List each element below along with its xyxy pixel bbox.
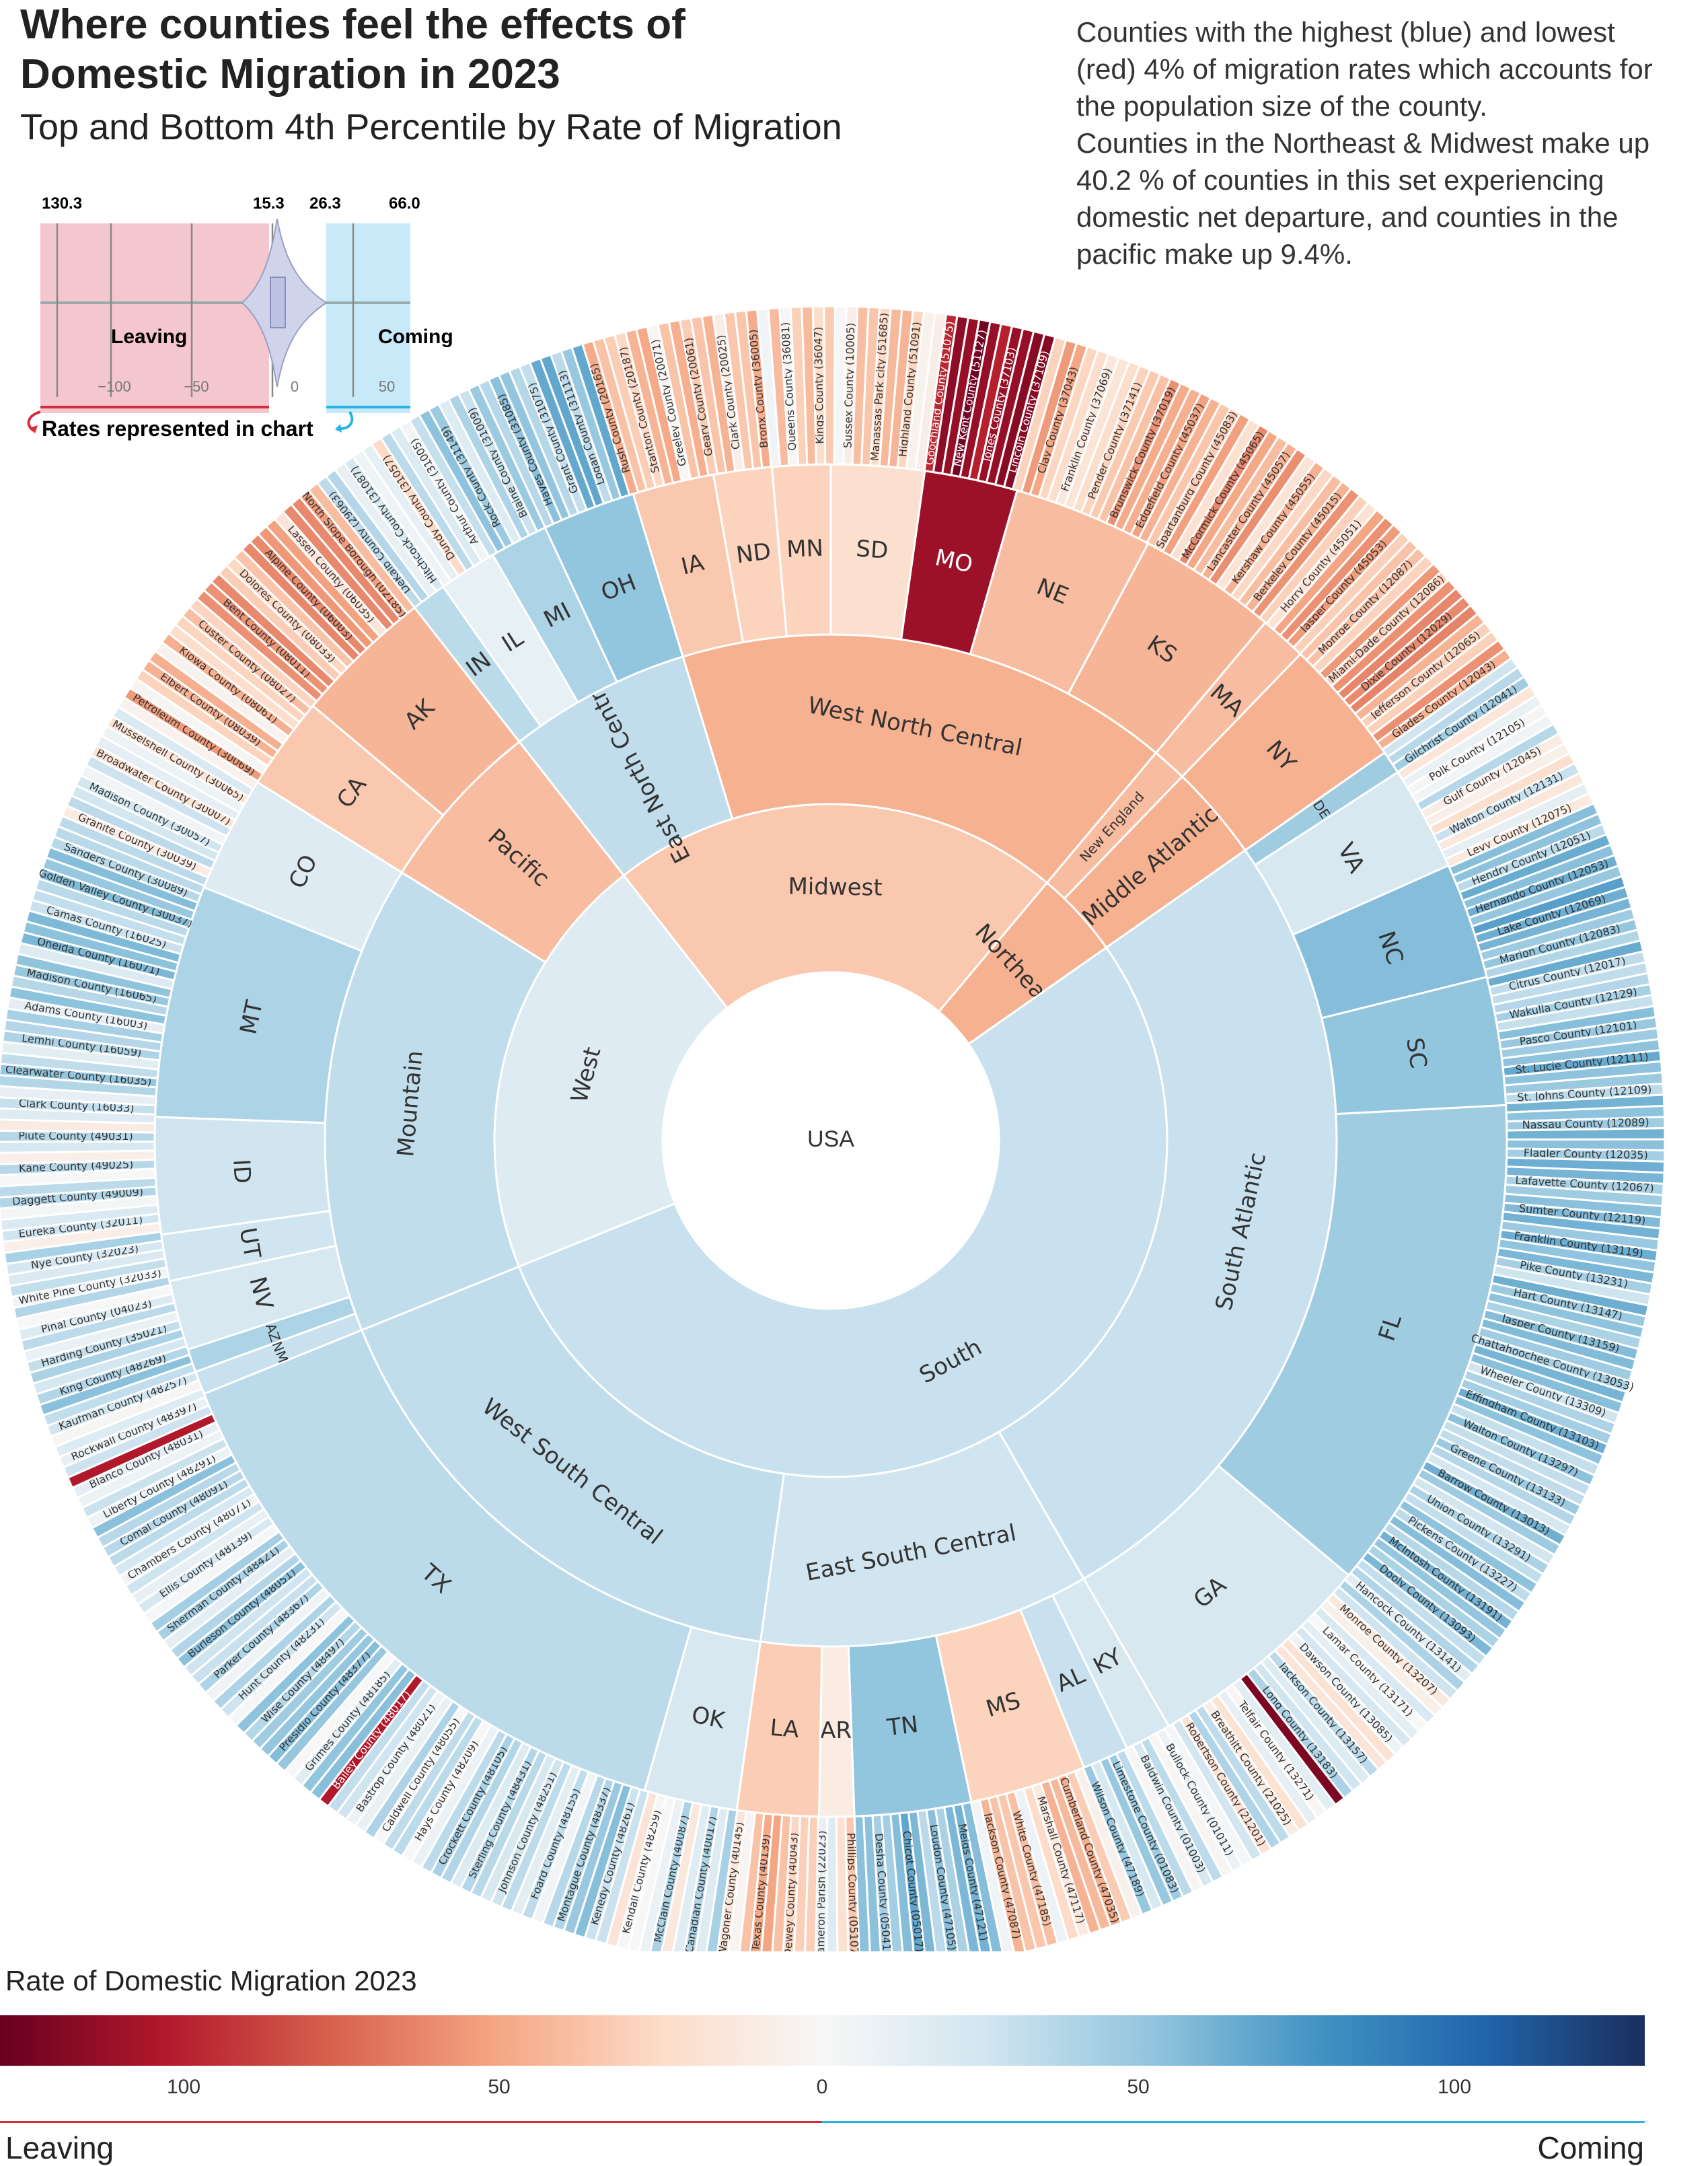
mini-axis-tick: −50: [184, 378, 209, 395]
mini-legend: 130.3 15.3 26.3 66.0 Leaving Coming −100…: [27, 194, 453, 441]
county-label: Kings County (36047): [812, 326, 827, 443]
mini-top-value: 15.3: [253, 194, 285, 213]
chart-description: Counties with the highest (blue) and low…: [1076, 13, 1682, 273]
leaving-line: [0, 2121, 822, 2123]
chart-title: Where counties feel the effects of Domes…: [20, 1, 685, 98]
mini-top-value: 26.3: [309, 194, 341, 213]
description-line-2: Counties in the Northeast & Midwest make…: [1076, 127, 1650, 270]
mini-caption: Rates represented in chart: [42, 417, 313, 441]
chart-subtitle: Top and Bottom 4th Percentile by Rate of…: [20, 107, 842, 147]
coming-area: [326, 223, 410, 413]
colorbar-tick: 0: [816, 2076, 828, 2098]
state-label: TN: [885, 1711, 920, 1741]
description-line-1: Counties with the highest (blue) and low…: [1076, 16, 1653, 122]
colorbar-tick: 100: [166, 2076, 201, 2098]
mini-axis-tick: 50: [379, 378, 395, 395]
colorbar: [0, 2015, 1645, 2066]
region-label: Midwest: [788, 873, 883, 901]
county-label: Flagler County (12035): [1524, 1147, 1648, 1161]
leaving-area: [40, 223, 269, 413]
county-label: Nassau County (12089): [1522, 1116, 1649, 1131]
colorbar-title: Rate of Domestic Migration 2023: [5, 1965, 417, 1996]
mini-axis-tick: 0: [291, 378, 299, 395]
state-label: LA: [769, 1714, 800, 1743]
colorbar-coming-label: Coming: [1537, 2130, 1644, 2165]
state-label: SD: [855, 536, 889, 565]
coming-line: [822, 2121, 1645, 2123]
mini-coming-label: Coming: [378, 326, 453, 348]
colorbar-tick: 100: [1437, 2076, 1472, 2098]
root-label: USA: [807, 1126, 854, 1152]
colorbar-leaving-label: Leaving: [5, 2130, 114, 2165]
state-label: ID: [227, 1159, 256, 1184]
state-label: MN: [786, 535, 823, 563]
county-segment: [1506, 1127, 1666, 1141]
mini-top-value: 66.0: [389, 194, 420, 213]
state-label: SC: [1401, 1036, 1432, 1071]
mini-leaving-label: Leaving: [111, 326, 187, 348]
state-label: UT: [234, 1225, 266, 1260]
state-label: ND: [735, 538, 772, 569]
state-label: AR: [820, 1717, 852, 1744]
colorbar-tick: 50: [1127, 2076, 1150, 2098]
county-segment: [0, 1140, 156, 1154]
colorbar-tick: 50: [488, 2076, 511, 2098]
mini-axis-tick: −100: [98, 378, 131, 395]
county-segment: [307, 481, 416, 615]
mini-top-value: 130.3: [42, 194, 82, 213]
